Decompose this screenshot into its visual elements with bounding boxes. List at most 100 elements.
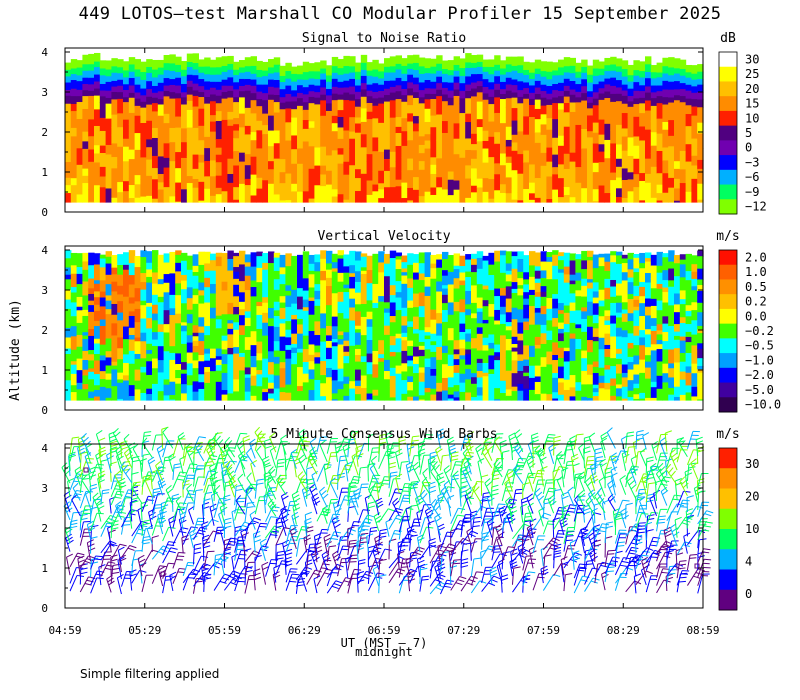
snr-cell <box>424 148 431 166</box>
snr-cell <box>505 72 513 79</box>
barb-feather <box>170 547 178 550</box>
vv-cell <box>546 390 553 395</box>
barb-feather <box>114 431 121 437</box>
snr-cell <box>169 118 176 129</box>
vv-cell <box>360 303 368 318</box>
snr-cell <box>355 79 362 87</box>
vv-cell <box>662 323 669 333</box>
vv-cell <box>453 365 460 374</box>
vv-cell <box>337 331 344 336</box>
vv-cell <box>685 324 692 333</box>
barb-feather <box>142 542 150 545</box>
snr-cell <box>268 183 275 199</box>
barb-staff <box>151 504 156 520</box>
snr-cell <box>424 134 431 142</box>
vv-cell <box>569 253 576 262</box>
snr-cell <box>366 111 373 120</box>
snr-cell <box>326 103 333 112</box>
snr-cell <box>233 151 240 167</box>
snr-cell <box>372 69 379 78</box>
snr-cell <box>326 65 333 77</box>
vv-cell <box>192 381 199 393</box>
snr-cell <box>569 123 576 135</box>
snr-cell <box>256 120 263 131</box>
snr-cell <box>453 103 460 124</box>
snr-cell <box>558 96 565 104</box>
barb-feather <box>71 494 78 501</box>
vv-cell <box>616 388 623 398</box>
vv-cell <box>418 345 426 351</box>
vv-cell <box>262 349 269 360</box>
vv-cell <box>123 380 130 395</box>
snr-cell <box>633 75 640 83</box>
snr-cell <box>592 172 600 190</box>
snr-cell <box>198 79 205 87</box>
snr-cell <box>413 84 420 93</box>
vv-cell <box>517 285 524 290</box>
vv-cell <box>592 303 600 316</box>
snr-cell <box>82 77 89 85</box>
snr-cell <box>563 90 571 98</box>
snr-cell <box>285 122 292 142</box>
wind-barb <box>79 520 91 538</box>
vv-cell <box>656 265 663 274</box>
snr-cell <box>534 99 542 110</box>
vv-cell <box>540 357 547 368</box>
vv-cell <box>505 326 513 331</box>
snr-cell <box>198 97 205 110</box>
snr-cell <box>616 144 623 160</box>
vv-cell <box>523 284 530 293</box>
snr-cell <box>128 177 136 186</box>
vv-cell <box>175 271 182 284</box>
snr-cell <box>186 109 194 129</box>
snr-cell <box>140 95 147 103</box>
snr-cell <box>337 94 344 101</box>
barb-feather <box>262 566 270 571</box>
snr-cell <box>511 108 518 122</box>
barb-staff <box>193 436 200 451</box>
barb-feather <box>130 573 137 577</box>
vv-cell <box>494 344 501 353</box>
snr-cell <box>540 165 547 177</box>
snr-cell <box>134 184 141 199</box>
snr-cell <box>476 81 484 87</box>
colorbar-label: 30 <box>745 52 759 66</box>
barb-feather <box>256 482 264 485</box>
snr-cell <box>181 104 188 123</box>
snr-cell <box>523 74 530 84</box>
snr-cell <box>459 83 466 92</box>
snr-cell <box>320 186 327 203</box>
barb-staff <box>106 528 112 546</box>
barb-feather <box>127 454 134 460</box>
vv-cell <box>76 382 83 390</box>
vv-cell <box>517 254 524 260</box>
vv-cell <box>447 328 455 341</box>
vv-cell <box>337 272 344 283</box>
vv-cell <box>268 287 275 296</box>
vv-cell <box>604 261 611 272</box>
vv-cell <box>105 314 112 328</box>
vv-cell <box>157 254 165 268</box>
vv-cell <box>70 262 78 266</box>
snr-cell <box>82 175 89 184</box>
barb-staff <box>69 473 78 491</box>
vv-cell <box>378 301 385 317</box>
snr-cell <box>297 79 304 86</box>
snr-cell <box>244 78 252 86</box>
snr-cell <box>186 156 194 177</box>
snr-cell <box>459 98 466 105</box>
vv-cell <box>581 384 588 398</box>
barb-staff <box>192 490 197 511</box>
snr-cell <box>65 177 72 186</box>
vv-cell <box>511 256 518 270</box>
snr-cell <box>523 98 530 118</box>
vv-cell <box>227 299 234 304</box>
snr-cell <box>697 78 704 86</box>
vv-cell <box>273 279 281 291</box>
vv-cell <box>691 271 698 280</box>
vv-cell <box>610 315 617 325</box>
vv-cell <box>215 315 223 320</box>
snr-cell <box>424 140 431 150</box>
vv-cell <box>291 364 298 376</box>
vv-cell <box>372 296 379 304</box>
